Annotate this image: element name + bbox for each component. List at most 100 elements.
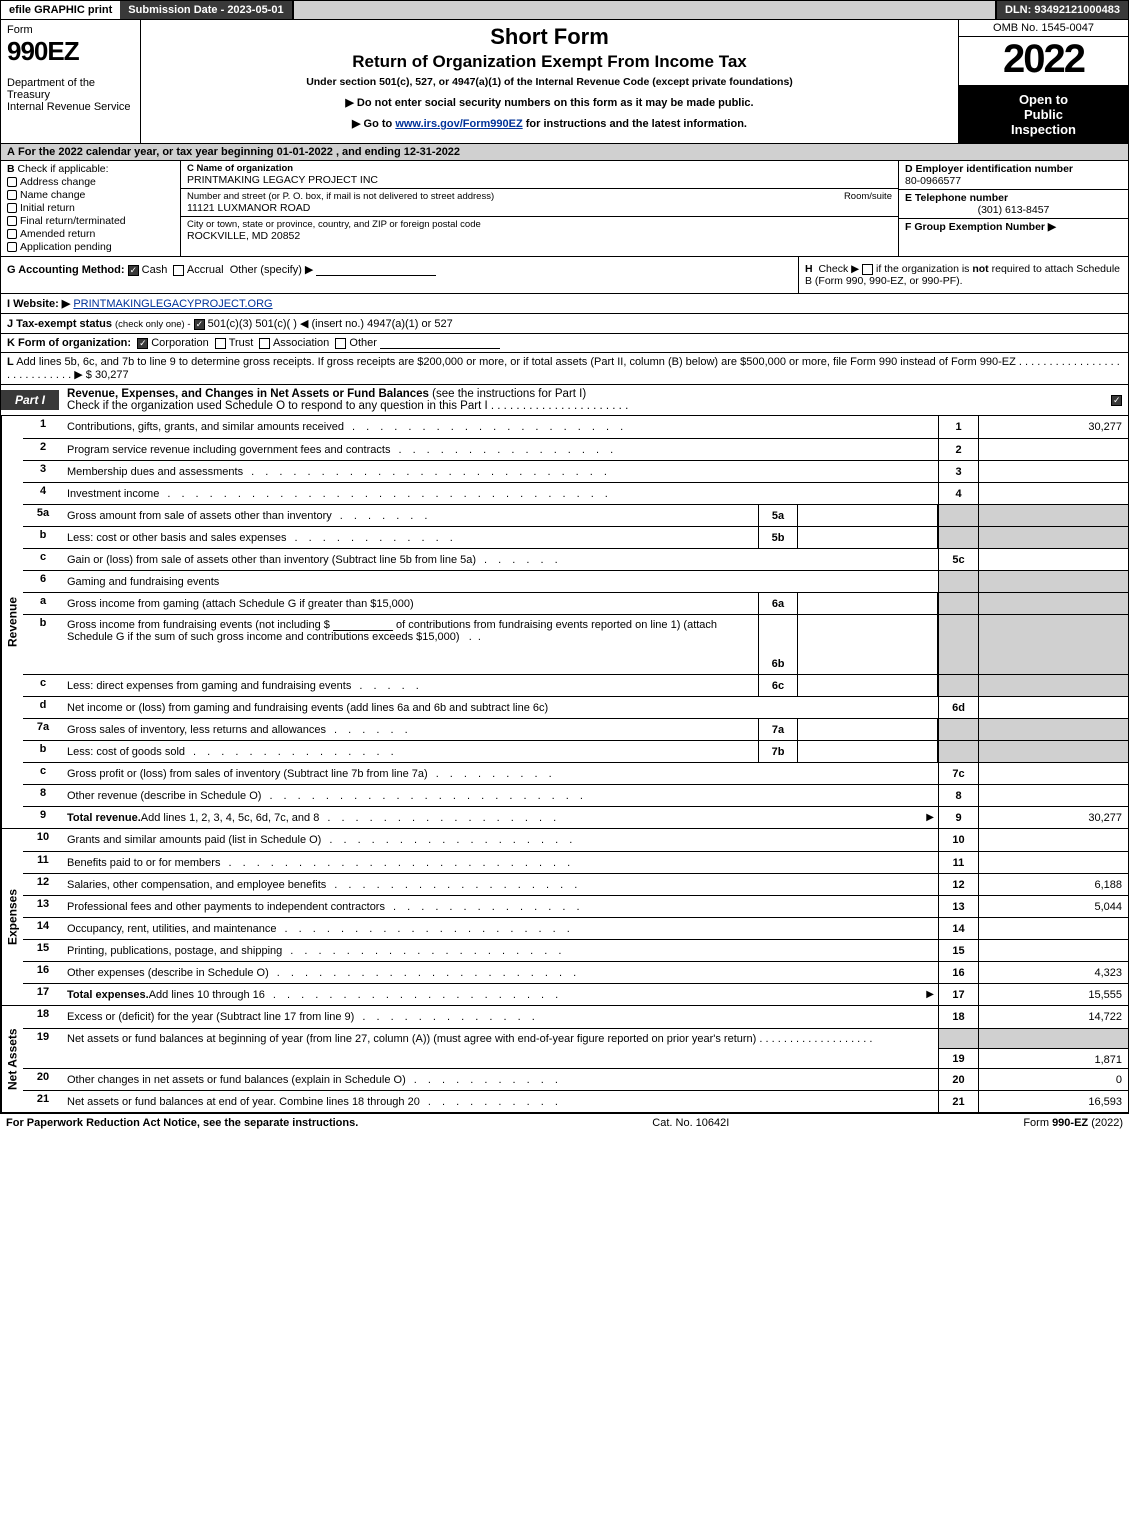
line-6a-rnum-shaded — [938, 593, 978, 614]
line-14-desc: Occupancy, rent, utilities, and maintena… — [67, 923, 277, 935]
line-18-num: 18 — [23, 1006, 63, 1028]
chk-address-change[interactable] — [7, 177, 17, 187]
chk-amended-return[interactable] — [7, 229, 17, 239]
i-label: I Website: ▶ — [7, 298, 70, 310]
line-3-rnum: 3 — [938, 461, 978, 482]
footer-center: Cat. No. 10642I — [358, 1117, 1023, 1129]
line-7a-desc: Gross sales of inventory, less returns a… — [67, 724, 326, 736]
line-5a-inner-val — [798, 505, 938, 526]
line-11: 11 Benefits paid to or for members. . . … — [23, 851, 1128, 873]
line-12-desc: Salaries, other compensation, and employ… — [67, 879, 326, 891]
irs-link[interactable]: www.irs.gov/Form990EZ — [395, 118, 522, 130]
submission-date: Submission Date - 2023-05-01 — [120, 1, 291, 19]
footer-right-post: (2022) — [1088, 1117, 1123, 1129]
street-label: Number and street (or P. O. box, if mail… — [187, 191, 892, 202]
line-4-num: 4 — [23, 483, 63, 504]
line-6c-num: c — [23, 675, 63, 696]
lbl-application-pending: Application pending — [20, 241, 112, 253]
netassets-section: Net Assets 18 Excess or (deficit) for th… — [1, 1005, 1128, 1112]
line-15-rnum: 15 — [938, 940, 978, 961]
line-9-desc2: Add lines 1, 2, 3, 4, 5c, 6d, 7c, and 8 — [141, 812, 320, 824]
line-6d-val — [978, 697, 1128, 718]
col-c: C Name of organization PRINTMAKING LEGAC… — [181, 161, 898, 256]
g-label: G Accounting Method: — [7, 264, 125, 276]
line-5c-rnum: 5c — [938, 549, 978, 570]
chk-other[interactable] — [335, 338, 346, 349]
opt-cash: Cash — [142, 264, 168, 276]
row-gh: G Accounting Method: Cash Accrual Other … — [0, 256, 1129, 293]
dln-label: DLN: 93492121000483 — [997, 1, 1128, 19]
part1-check-wrap — [1105, 391, 1128, 409]
line-6-num: 6 — [23, 571, 63, 592]
line-20-val: 0 — [978, 1069, 1128, 1090]
ein-value: 80-0966577 — [905, 175, 1122, 187]
form-title-2: Return of Organization Exempt From Incom… — [147, 52, 952, 72]
row-h: H Check ▶ if the organization is not req… — [798, 257, 1128, 293]
line-6a: a Gross income from gaming (attach Sched… — [23, 592, 1128, 614]
city-label: City or town, state or province, country… — [187, 219, 892, 230]
expenses-sidelabel: Expenses — [1, 829, 23, 1005]
chk-accrual[interactable] — [173, 265, 184, 276]
line-7a-val-shaded — [978, 719, 1128, 740]
line-21-desc: Net assets or fund balances at end of ye… — [67, 1096, 420, 1108]
line-5b: b Less: cost or other basis and sales ex… — [23, 526, 1128, 548]
chk-application-pending[interactable] — [7, 242, 17, 252]
line-7c-rnum: 7c — [938, 763, 978, 784]
chk-corporation[interactable] — [137, 338, 148, 349]
header-left: Form 990EZ Department of the Treasury In… — [1, 20, 141, 143]
lbl-initial-return: Initial return — [20, 202, 75, 214]
line-5b-inner-num: 5b — [758, 527, 798, 548]
line-12-val: 6,188 — [978, 874, 1128, 895]
chk-name-change[interactable] — [7, 190, 17, 200]
chk-501c3[interactable] — [194, 319, 205, 330]
revenue-section: Revenue 1 Contributions, gifts, grants, … — [1, 416, 1128, 828]
block-bcd: B Check if applicable: Address change Na… — [0, 161, 1129, 256]
line-9: 9 Total revenue. Add lines 1, 2, 3, 4, 5… — [23, 806, 1128, 828]
line-19: 19 Net assets or fund balances at beginn… — [23, 1028, 1128, 1068]
chk-cash[interactable] — [128, 265, 139, 276]
chk-part1-schedule-o[interactable] — [1111, 395, 1122, 406]
topbar: efile GRAPHIC print Submission Date - 20… — [0, 0, 1129, 20]
chk-trust[interactable] — [215, 338, 226, 349]
line-14-val — [978, 918, 1128, 939]
row-k: K Form of organization: Corporation Trus… — [0, 333, 1129, 352]
line-1-val: 30,277 — [978, 416, 1128, 438]
line-17-desc: Total expenses. — [67, 989, 149, 1001]
line-6b-desc-pre: Gross income from fundraising events (no… — [67, 619, 330, 631]
row-a: A For the 2022 calendar year, or tax yea… — [0, 143, 1129, 161]
line-20-rnum: 20 — [938, 1069, 978, 1090]
line-5b-inner-val — [798, 527, 938, 548]
line-4-val — [978, 483, 1128, 504]
line-6-desc: Gaming and fundraising events — [67, 576, 219, 588]
chk-h[interactable] — [862, 264, 873, 275]
line-2-rnum: 2 — [938, 439, 978, 460]
topbar-spacer — [292, 1, 997, 19]
line-7c-num: c — [23, 763, 63, 784]
chk-association[interactable] — [259, 338, 270, 349]
other-blank[interactable] — [316, 264, 436, 276]
website-link[interactable]: PRINTMAKINGLEGACYPROJECT.ORG — [73, 298, 272, 310]
efile-label[interactable]: efile GRAPHIC print — [1, 1, 120, 19]
k-other-blank[interactable] — [380, 337, 500, 349]
line-15: 15 Printing, publications, postage, and … — [23, 939, 1128, 961]
line-16-rnum: 16 — [938, 962, 978, 983]
line-3: 3 Membership dues and assessments. . . .… — [23, 460, 1128, 482]
opt-trust: Trust — [229, 337, 254, 349]
chk-initial-return[interactable] — [7, 203, 17, 213]
form-word: Form — [7, 24, 134, 36]
line-18-rnum: 18 — [938, 1006, 978, 1028]
line-6b-blank[interactable] — [333, 619, 393, 631]
line-5a-num: 5a — [23, 505, 63, 526]
expenses-section: Expenses 10 Grants and similar amounts p… — [1, 828, 1128, 1005]
line-11-num: 11 — [23, 852, 63, 873]
line-8-desc: Other revenue (describe in Schedule O) — [67, 790, 261, 802]
line-16: 16 Other expenses (describe in Schedule … — [23, 961, 1128, 983]
h-text1: Check ▶ — [818, 263, 859, 275]
line-7b-inner-num: 7b — [758, 741, 798, 762]
line-20-desc: Other changes in net assets or fund bala… — [67, 1074, 406, 1086]
chk-final-return[interactable] — [7, 216, 17, 226]
line-5c: c Gain or (loss) from sale of assets oth… — [23, 548, 1128, 570]
header-right: OMB No. 1545-0047 2022 Open to Public In… — [958, 20, 1128, 143]
part1-subtitle: Check if the organization used Schedule … — [67, 400, 488, 412]
line-11-rnum: 11 — [938, 852, 978, 873]
